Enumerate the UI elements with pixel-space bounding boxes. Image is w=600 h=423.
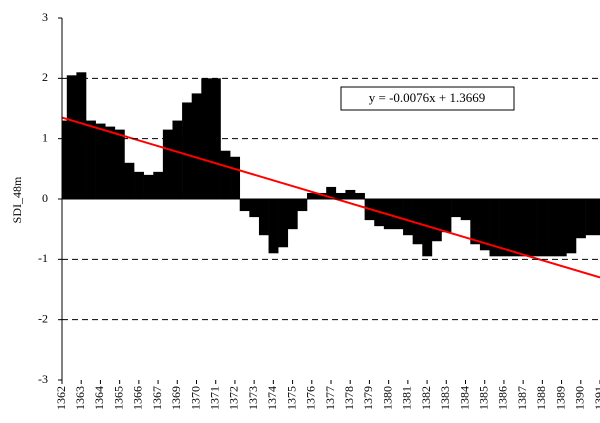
bar [239,199,250,212]
x-tick-label: 1384 [457,386,471,410]
y-tick-label: 2 [42,70,48,84]
bar [249,199,260,218]
x-tick-label: 1382 [419,386,433,410]
bar [182,102,192,199]
bar [306,192,317,199]
bar [547,199,558,257]
x-tick-label: 1387 [515,386,529,410]
x-tick-label: 1364 [92,386,106,410]
bar [489,199,500,257]
bar [230,156,241,199]
annotation: y = -0.0076x + 1.3669 [369,90,486,105]
bar [278,199,289,248]
bar [345,189,356,199]
bar [527,199,538,257]
bar [143,174,154,199]
x-tick-label: 1374 [265,386,279,410]
x-tick-label: 1388 [534,386,548,410]
bar [412,199,423,245]
bar [537,199,548,257]
x-tick-label: 1367 [150,386,164,410]
bar [508,199,519,257]
y-tick-label: -2 [38,311,48,325]
y-axis-label: SDI_48m [10,176,24,223]
bar [162,129,173,199]
bar [86,120,96,199]
x-tick-label: 1372 [227,386,241,410]
x-tick-label: 1362 [54,386,68,410]
annotation-box [340,86,515,111]
x-tick-label: 1366 [131,386,145,410]
bar [191,93,202,199]
y-tick-label: 0 [42,191,48,205]
bar [62,120,68,199]
bar [153,171,164,199]
x-tick-label: 1389 [553,386,567,410]
x-tick-label: 1380 [380,386,394,410]
bar [393,199,404,230]
x-tick-label: 1373 [246,386,260,410]
bar [441,199,452,233]
bar [172,120,183,199]
bar [403,199,413,236]
bar [134,171,144,199]
bar [479,199,490,251]
x-tick-label: 1375 [284,386,298,410]
trendline [62,116,600,279]
x-tick-label: 1391 [592,386,600,410]
x-tick-label: 1381 [400,386,414,410]
bar [258,199,269,236]
x-tick-label: 1378 [342,386,356,410]
bar [268,199,279,254]
bar [287,199,298,230]
bar [326,186,337,199]
bar [566,199,577,254]
bar [518,199,529,257]
bar [66,75,77,199]
x-tick-label: 1383 [438,386,452,410]
bar [124,162,135,199]
x-tick-label: 1371 [207,386,221,410]
x-tick-label: 1369 [169,386,183,410]
y-tick-label: 1 [42,130,48,144]
bar [575,199,586,239]
x-tick-label: 1390 [573,386,587,410]
bar [297,199,308,212]
bar [499,199,510,257]
y-tick-label: -1 [38,251,48,265]
x-tick-label: 1377 [323,386,337,410]
x-tick-label: 1363 [73,386,87,410]
y-tick-label: -3 [38,372,48,386]
x-tick-label: 1376 [304,386,318,410]
bar [114,129,125,199]
bar [76,72,87,199]
bar [422,199,433,257]
bar [595,199,600,236]
bar [335,192,346,199]
bar [470,199,481,245]
x-tick-label: 1386 [496,386,510,410]
bar [451,199,461,218]
bar [585,199,596,236]
plot-area [62,72,600,279]
bar [105,126,116,199]
bar [460,199,471,221]
x-tick-label: 1365 [111,386,125,410]
x-tick-label: 1379 [361,386,375,410]
bar [316,192,327,199]
bar [556,199,567,257]
bar [220,150,231,199]
x-tick-label: 1370 [188,386,202,410]
bar [355,192,365,199]
bar [431,199,442,242]
y-tick-label: 3 [42,10,48,24]
x-tick-label: 1385 [476,386,490,410]
bar [95,123,106,199]
